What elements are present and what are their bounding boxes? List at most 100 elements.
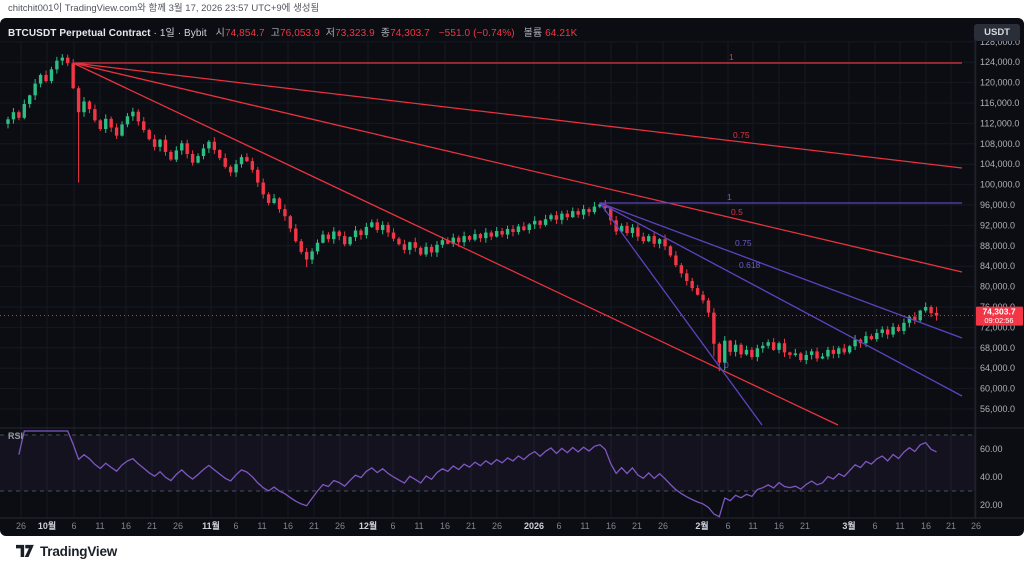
svg-text:16: 16 [440, 521, 450, 531]
change-value: −551.0 (−0.74%) [438, 28, 515, 39]
svg-text:09:02:56: 09:02:56 [984, 316, 1013, 325]
ohlc-field-label: 저 [325, 28, 336, 39]
separator-dot2: · [177, 28, 182, 39]
candles-layer [6, 54, 939, 372]
svg-text:21: 21 [309, 521, 319, 531]
ohlc-field-label: 시 [215, 28, 225, 39]
svg-text:6: 6 [725, 521, 730, 531]
volume-label: 볼륨 [523, 28, 543, 39]
symbol-title[interactable]: BTCUSDT Perpetual Contract [8, 28, 151, 39]
attribution-text: chitchit001이 TradingView.com와 함께 3월 17, … [0, 0, 1024, 18]
svg-text:124,000.0: 124,000.0 [980, 57, 1020, 67]
currency-toggle-button[interactable]: USDT [974, 24, 1020, 41]
svg-text:92,000.0: 92,000.0 [980, 220, 1015, 230]
svg-text:21: 21 [466, 521, 476, 531]
time-axis[interactable]: 26 10월 6 11 16 21 26 11월 6 11 16 21 26 12월 6 11 16 21 26 20… [16, 520, 981, 531]
svg-text:21: 21 [800, 521, 810, 531]
ohlc-values: 시74,854.7 고76,053.9 저73,323.9 종74,303.7 [210, 28, 430, 39]
svg-text:3월: 3월 [842, 520, 855, 531]
tradingview-logo-icon [16, 544, 34, 557]
svg-text:68,000.0: 68,000.0 [980, 343, 1015, 353]
svg-text:16: 16 [606, 521, 616, 531]
svg-text:6: 6 [390, 521, 395, 531]
svg-text:0.75: 0.75 [733, 130, 750, 140]
svg-text:26: 26 [16, 521, 26, 531]
chart-canvas[interactable]: 1 0.75 0.5 1 0.75 0.618 0 128,000.0 124,000.0 120… [0, 18, 1024, 536]
svg-text:60.00: 60.00 [980, 444, 1003, 454]
svg-text:100,000.0: 100,000.0 [980, 180, 1020, 190]
svg-text:0.75: 0.75 [735, 238, 752, 248]
svg-text:40.00: 40.00 [980, 472, 1003, 482]
svg-text:21: 21 [147, 521, 157, 531]
svg-text:80,000.0: 80,000.0 [980, 282, 1015, 292]
svg-text:6: 6 [872, 521, 877, 531]
svg-text:11: 11 [580, 521, 589, 531]
ohlc-field-label: 종 [380, 28, 391, 39]
tradingview-logo[interactable]: TradingView [16, 543, 117, 559]
rsi-plot-line [18, 430, 937, 518]
footer-bar: TradingView [0, 536, 1024, 568]
svg-text:6: 6 [556, 521, 561, 531]
grid [0, 41, 977, 518]
svg-text:16: 16 [774, 521, 784, 531]
svg-text:60,000.0: 60,000.0 [980, 384, 1015, 394]
svg-text:128,000.0: 128,000.0 [980, 37, 1020, 47]
ohlc-field-value: 74,303.7 [390, 28, 430, 39]
svg-text:0.5: 0.5 [731, 207, 743, 217]
svg-text:21: 21 [946, 521, 956, 531]
rsi-indicator-label[interactable]: RSI [8, 431, 23, 441]
svg-text:6: 6 [71, 521, 76, 531]
interval-button[interactable]: 1일 [159, 28, 175, 39]
svg-text:56,000.0: 56,000.0 [980, 404, 1015, 414]
svg-text:26: 26 [335, 521, 345, 531]
svg-text:26: 26 [492, 521, 502, 531]
current-price-badge: 74,303.709:02:56 [976, 306, 1023, 326]
svg-text:0: 0 [724, 360, 729, 370]
svg-text:108,000.0: 108,000.0 [980, 139, 1020, 149]
tradingview-logo-text: TradingView [40, 543, 118, 559]
svg-text:84,000.0: 84,000.0 [980, 261, 1015, 271]
exchange-label: Bybit [184, 28, 207, 39]
volume-value: 64.21K [545, 28, 578, 39]
price-axis[interactable]: 128,000.0 124,000.0 120,000.0 116,000.0 112,… [980, 37, 1020, 510]
svg-text:11: 11 [414, 521, 423, 531]
svg-text:16: 16 [121, 521, 131, 531]
svg-text:16: 16 [921, 521, 931, 531]
ohlc-field-value: 73,323.9 [335, 28, 375, 39]
svg-text:1: 1 [729, 52, 734, 62]
svg-text:74,303.7: 74,303.7 [982, 307, 1015, 317]
svg-text:11: 11 [257, 521, 266, 531]
ohlc-field-value: 76,053.9 [280, 28, 320, 39]
svg-text:11: 11 [95, 521, 104, 531]
svg-text:11: 11 [748, 521, 757, 531]
svg-text:11월: 11월 [202, 520, 220, 531]
svg-text:116,000.0: 116,000.0 [980, 98, 1019, 108]
svg-text:0.618: 0.618 [739, 260, 761, 270]
symbol-info-bar: BTCUSDT Perpetual Contract · 1일 · Bybit … [8, 24, 577, 39]
ohlc-field-label: 고 [270, 28, 281, 39]
fib-speed-fan-october-high[interactable]: 1 0.75 0.5 [72, 52, 963, 426]
svg-text:16: 16 [283, 521, 293, 531]
svg-text:112,000.0: 112,000.0 [980, 118, 1019, 128]
svg-text:2026: 2026 [524, 521, 544, 531]
svg-text:12월: 12월 [359, 520, 377, 531]
ohlc-field-value: 74,854.7 [224, 28, 265, 39]
svg-text:26: 26 [971, 521, 981, 531]
svg-text:1: 1 [727, 192, 732, 202]
svg-text:10월: 10월 [38, 520, 56, 531]
svg-text:72,000.0: 72,000.0 [980, 322, 1015, 332]
svg-text:11: 11 [895, 521, 904, 531]
rsi-pane [0, 430, 975, 518]
svg-text:64,000.0: 64,000.0 [980, 363, 1015, 373]
svg-text:2월: 2월 [695, 520, 708, 531]
svg-text:96,000.0: 96,000.0 [980, 200, 1015, 210]
separator-dot: · [153, 28, 157, 39]
svg-text:20.00: 20.00 [980, 500, 1003, 510]
svg-text:6: 6 [233, 521, 238, 531]
svg-text:21: 21 [632, 521, 642, 531]
svg-text:26: 26 [173, 521, 183, 531]
svg-text:88,000.0: 88,000.0 [980, 241, 1015, 251]
svg-text:120,000.0: 120,000.0 [980, 78, 1020, 88]
fib-speed-fan-january-high[interactable]: 1 0.75 0.618 0 [599, 192, 963, 426]
